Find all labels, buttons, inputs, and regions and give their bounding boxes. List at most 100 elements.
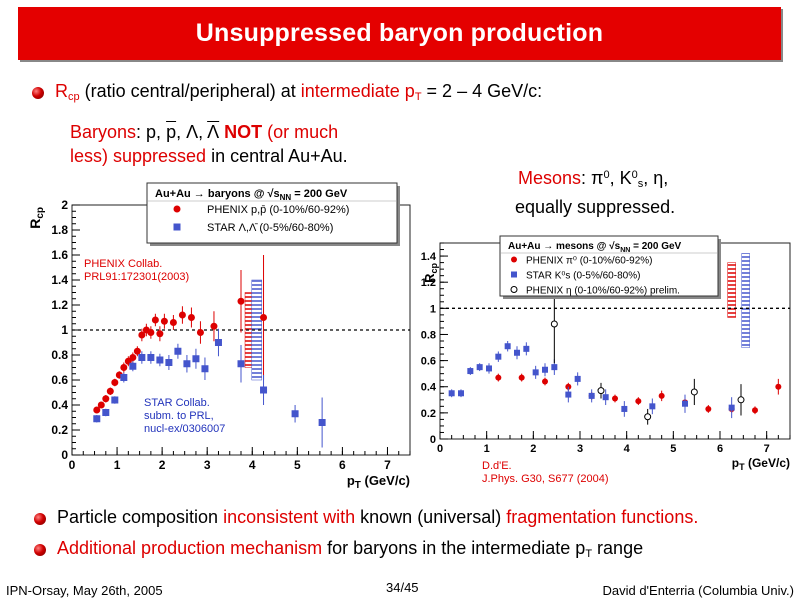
data-point-square <box>682 400 688 407</box>
y-tick-label: 0.8 <box>421 329 436 341</box>
baryons-label: Baryons <box>70 122 137 142</box>
legend-box <box>499 235 719 297</box>
bullet-particle-composition: Particle composition inconsistent with k… <box>57 507 698 528</box>
data-point-circle <box>196 329 204 336</box>
data-point-circle <box>138 331 146 339</box>
data-point-square <box>495 353 502 360</box>
data-point-square <box>129 362 137 370</box>
y-tick-label: 1.4 <box>421 251 437 263</box>
data-point-square <box>111 396 119 404</box>
data-point-open-circle <box>737 396 745 404</box>
legend-title-post: = 200 GeV <box>630 241 681 252</box>
data-point-circle <box>495 374 502 381</box>
data-point-circle <box>658 392 665 399</box>
systematic-band <box>741 253 750 348</box>
x-tick-label: 4 <box>624 443 631 455</box>
meson-note-line1: Mesons: π0, K0s, η, <box>518 168 668 190</box>
footer-left: IPN-Orsay, May 26th, 2005 <box>6 583 163 598</box>
x-tick-label: 3 <box>577 443 583 455</box>
data-point-square <box>504 343 511 350</box>
rcp-symbol: R <box>55 81 68 101</box>
data-point-square <box>467 368 474 375</box>
pion-superscript: 0 <box>603 169 610 181</box>
systematic-band <box>727 262 736 318</box>
x-tick-label: 1 <box>114 458 121 472</box>
legend-title-main: Au+Au → mesons @ √s <box>508 241 621 252</box>
bullet-rcp-definition: Rcp (ratio central/peripheral) at interm… <box>55 81 542 103</box>
eta-symbol: , η, <box>643 168 669 188</box>
y-tick-label: 0.6 <box>51 373 68 387</box>
range-text: range <box>592 538 644 558</box>
legend-entry-label: STAR K⁰s (0-5%/60-80%) <box>526 271 640 282</box>
data-point-square <box>165 359 173 366</box>
legend-title-post: = 200 GeV <box>291 188 348 200</box>
chart-annotation: PHENIX Collab. <box>84 258 162 270</box>
data-point-square <box>486 365 492 372</box>
baryon-list-b: , Λ, <box>176 122 208 142</box>
data-point-circle <box>147 329 155 336</box>
bullet-icon <box>34 513 46 525</box>
data-point-circle <box>178 311 186 319</box>
data-point-square <box>174 347 182 355</box>
x-tick-label: 0 <box>69 458 76 472</box>
x-tick-label: 7 <box>384 458 391 472</box>
x-tick-label: 2 <box>530 443 536 455</box>
legend-title: Au+Au → mesons @ √sNN = 200 GeV <box>508 241 682 254</box>
legend-marker-square <box>173 223 181 231</box>
data-point-circle <box>129 354 137 361</box>
y-axis-title: Rcp <box>27 207 46 229</box>
inconsistent-label: inconsistent with <box>223 507 356 527</box>
legend-entry-label: PHENIX p,p̄ (0-10%/60-92%) <box>207 204 349 216</box>
legend-marker-circle <box>173 205 181 213</box>
data-point-square <box>542 366 548 373</box>
data-point-circle <box>752 407 758 414</box>
data-point-square <box>588 392 595 399</box>
footer-right: David d'Enterria (Columbia Univ.) <box>602 583 794 598</box>
antilambda-symbol: Λ <box>207 122 220 142</box>
data-point-square <box>147 354 155 361</box>
data-point-open-circle <box>597 387 605 395</box>
data-point-square <box>237 360 245 368</box>
pion-symbol: : π <box>581 168 604 188</box>
pt-subscript: T <box>585 548 593 560</box>
data-point-square <box>551 364 558 371</box>
central-auau-label: in central Au+Au. <box>206 146 348 166</box>
x-axis-title: pT (GeV/c) <box>732 456 790 472</box>
baryon-chart-svg: 00.20.40.60.811.21.41.61.820 1 2 3 4 5 6 7pT (G… <box>27 182 411 491</box>
data-point-circle <box>705 405 712 412</box>
data-point-square <box>120 374 128 381</box>
baryon-note-line2: less) suppressed in central Au+Au. <box>70 146 348 167</box>
fragmentation-label: fragmentation functions. <box>506 507 699 527</box>
legend-box <box>146 182 398 244</box>
data-point-square <box>448 390 455 397</box>
kaon-subscript: s <box>637 178 644 190</box>
data-point-circle <box>93 406 101 414</box>
data-point-square <box>93 415 101 423</box>
meson-note-line2: equally suppressed. <box>515 197 676 217</box>
y-axis-title: Rcp <box>422 263 439 283</box>
data-point-circle <box>169 319 177 326</box>
bullet-additional-mechanism: Additional production mechanism for bary… <box>57 538 643 560</box>
meson-chart: 0 0.2 0.4 0.6 0.8 1 1.2 1.4 0 1 2 3 4 5 6 7 pT (GeV/c) Rc… <box>418 232 800 494</box>
data-point-square <box>201 365 209 373</box>
chart-annotation: D.d'E. <box>482 460 512 472</box>
pt-subscript: T <box>414 91 422 103</box>
x-tick-label: 2 <box>159 458 166 472</box>
data-point-circle <box>160 317 168 325</box>
data-point-open-circle <box>644 413 652 421</box>
legend-title-main: Au+Au → baryons @ √s <box>155 188 280 200</box>
y-tick-label: 0 <box>430 434 436 446</box>
legend-marker-square <box>511 271 517 278</box>
data-point-square <box>602 394 609 401</box>
y-axis-title-sub: cp <box>429 263 439 274</box>
chart-annotation: J.Phys. G30, S677 (2004) <box>482 473 609 485</box>
data-point-square <box>523 345 530 352</box>
particle-composition-text: Particle composition <box>57 507 224 527</box>
y-tick-label: 1.2 <box>51 298 68 312</box>
or-much-label: (or much <box>262 122 339 142</box>
y-tick-label: 2 <box>61 198 68 212</box>
y-tick-label: 0.6 <box>421 356 436 368</box>
data-point-circle <box>542 378 548 385</box>
legend-entry-label: PHENIX π⁰ (0-10%/60-92%) <box>526 256 653 267</box>
data-point-circle <box>120 364 128 371</box>
